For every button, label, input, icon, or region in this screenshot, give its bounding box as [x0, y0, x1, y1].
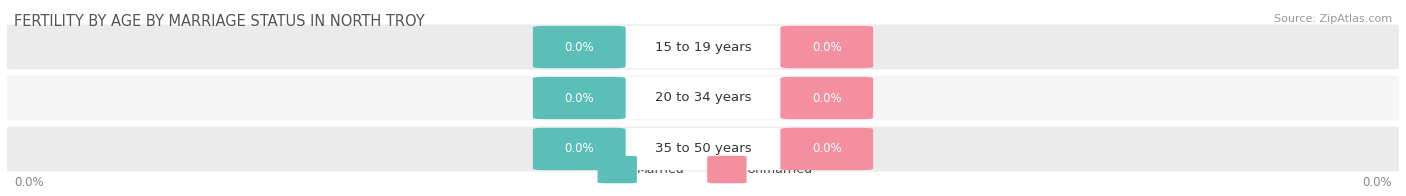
- Text: 35 to 50 years: 35 to 50 years: [655, 142, 751, 155]
- FancyBboxPatch shape: [607, 77, 799, 119]
- Text: 0.0%: 0.0%: [811, 41, 842, 54]
- FancyBboxPatch shape: [533, 26, 626, 68]
- Text: 0.0%: 0.0%: [564, 41, 595, 54]
- Text: Married: Married: [637, 163, 685, 176]
- Text: Source: ZipAtlas.com: Source: ZipAtlas.com: [1274, 14, 1392, 24]
- FancyBboxPatch shape: [7, 24, 1399, 70]
- FancyBboxPatch shape: [7, 75, 1399, 121]
- FancyBboxPatch shape: [533, 77, 626, 119]
- Text: 0.0%: 0.0%: [811, 92, 842, 104]
- Text: Unmarried: Unmarried: [747, 163, 813, 176]
- FancyBboxPatch shape: [533, 128, 626, 170]
- Text: 0.0%: 0.0%: [564, 142, 595, 155]
- FancyBboxPatch shape: [607, 26, 799, 68]
- Text: 0.0%: 0.0%: [1362, 176, 1392, 189]
- FancyBboxPatch shape: [780, 128, 873, 170]
- FancyBboxPatch shape: [607, 128, 799, 170]
- Text: 0.0%: 0.0%: [14, 176, 44, 189]
- FancyBboxPatch shape: [707, 156, 747, 183]
- Text: 0.0%: 0.0%: [811, 142, 842, 155]
- FancyBboxPatch shape: [780, 26, 873, 68]
- Text: 20 to 34 years: 20 to 34 years: [655, 92, 751, 104]
- Text: 0.0%: 0.0%: [564, 92, 595, 104]
- Text: FERTILITY BY AGE BY MARRIAGE STATUS IN NORTH TROY: FERTILITY BY AGE BY MARRIAGE STATUS IN N…: [14, 14, 425, 29]
- Text: 15 to 19 years: 15 to 19 years: [655, 41, 751, 54]
- FancyBboxPatch shape: [780, 77, 873, 119]
- FancyBboxPatch shape: [7, 126, 1399, 172]
- FancyBboxPatch shape: [598, 156, 637, 183]
